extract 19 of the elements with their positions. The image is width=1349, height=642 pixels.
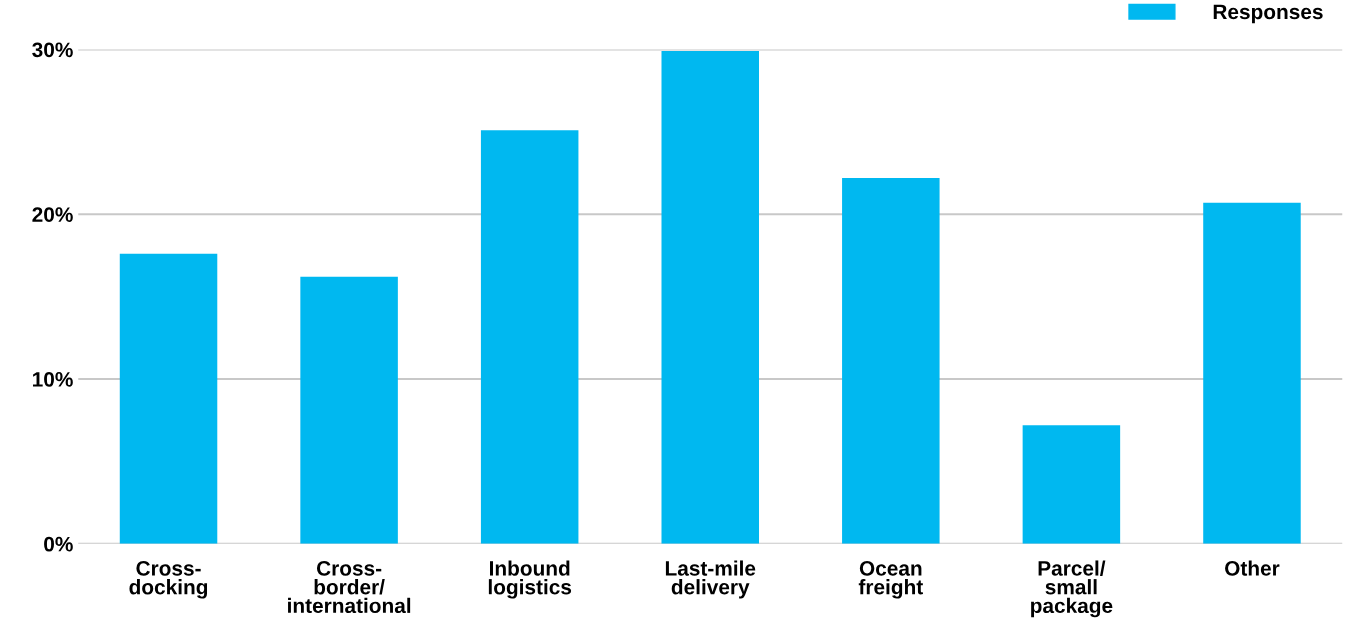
legend-label: Responses bbox=[1213, 4, 1323, 24]
y-tick-label: 20% bbox=[32, 207, 73, 222]
x-tick-label: Parcel/ small package bbox=[1031, 560, 1113, 618]
x-tick-label: Other bbox=[1225, 560, 1280, 576]
bar bbox=[661, 51, 759, 544]
x-tick-label: Cross- docking bbox=[129, 560, 208, 599]
y-tick-label: 10% bbox=[33, 372, 73, 387]
y-tick-label: 30% bbox=[32, 42, 73, 58]
bar bbox=[842, 177, 940, 544]
bar bbox=[480, 130, 579, 544]
bar bbox=[1022, 425, 1121, 544]
x-tick-label: Ocean freight bbox=[858, 560, 923, 599]
y-tick-label: 0% bbox=[44, 536, 73, 552]
bar bbox=[300, 276, 398, 544]
bar bbox=[1203, 202, 1301, 544]
x-tick-label: Inbound logistics bbox=[488, 560, 572, 599]
x-tick-label: Last-mile delivery bbox=[665, 560, 756, 599]
bar bbox=[119, 253, 218, 544]
x-tick-label: Cross- border/ international bbox=[288, 560, 411, 614]
